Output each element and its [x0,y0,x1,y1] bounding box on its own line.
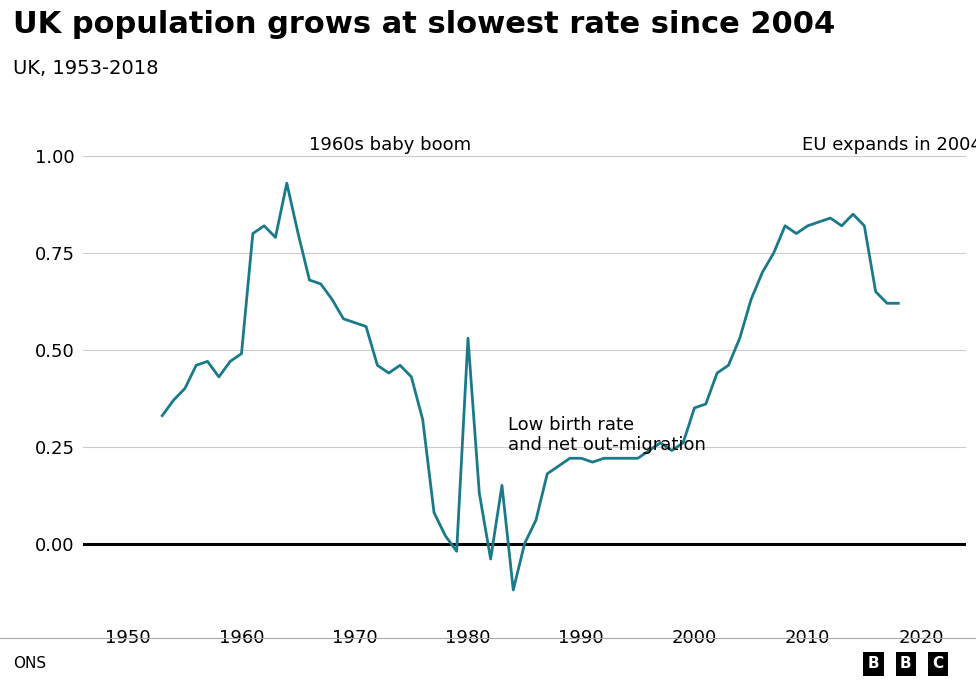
Text: UK, 1953-2018: UK, 1953-2018 [13,59,158,78]
Text: EU expands in 2004: EU expands in 2004 [802,136,976,154]
Text: ONS: ONS [13,656,46,671]
Text: Low birth rate
and net out-migration: Low birth rate and net out-migration [508,415,706,455]
Text: 1960s baby boom: 1960s baby boom [309,136,471,154]
Text: B: B [900,656,912,671]
Text: B: B [868,656,879,671]
Text: UK population grows at slowest rate since 2004: UK population grows at slowest rate sinc… [13,10,834,39]
Text: C: C [932,656,944,671]
